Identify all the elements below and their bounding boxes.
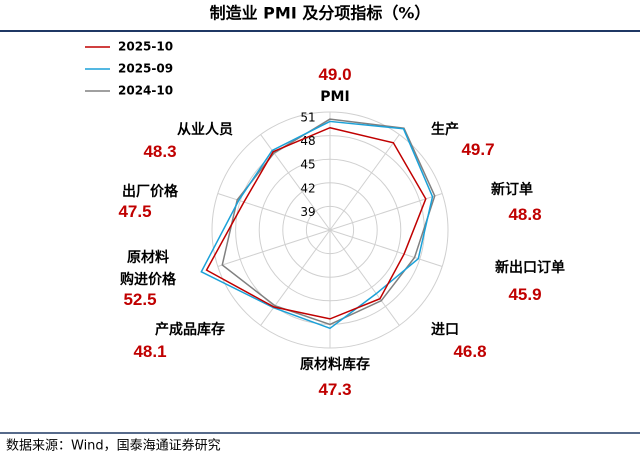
spoke [260, 229, 331, 326]
r-tick-label: 39 [300, 205, 315, 219]
category-label: 生产 [431, 122, 459, 138]
value-label: 48.8 [508, 205, 542, 224]
category-label: 从业人员 [177, 122, 233, 138]
value-label: 52.5 [123, 290, 157, 309]
value-label: 45.9 [508, 285, 542, 304]
spoke [329, 229, 443, 267]
r-tick-label: 48 [300, 134, 315, 148]
chart-title: 制造业 PMI 及分项指标（%） [210, 4, 431, 23]
spoke [260, 134, 331, 231]
r-tick-label: 51 [300, 111, 315, 125]
category-label: 新出口订单 [495, 260, 565, 276]
r-tick-label: 45 [300, 158, 315, 172]
value-label: 48.3 [143, 142, 177, 161]
category-label: 产成品库存 [155, 322, 225, 338]
series-line [200, 120, 434, 330]
value-label: 47.5 [118, 202, 152, 221]
spoke [329, 193, 443, 231]
source: 数据来源：Wind，国泰海通证券研究 [6, 438, 221, 454]
spoke [217, 193, 331, 231]
value-label: 49.0 [318, 65, 352, 84]
legend-label: 2024-10 [118, 84, 173, 98]
category-label: 出厂价格 [122, 184, 178, 200]
category-label: PMI [320, 89, 350, 105]
spoke [329, 134, 400, 231]
value-label: 49.7 [461, 140, 495, 159]
r-tick-label: 42 [300, 181, 315, 195]
value-label: 47.3 [318, 380, 352, 399]
category-label: 原材料库存 [300, 357, 370, 373]
category-label: 原材料 购进价格 [120, 250, 176, 288]
series-line [221, 118, 436, 326]
value-label: 48.1 [133, 342, 167, 361]
spoke [329, 229, 400, 326]
legend-label: 2025-09 [118, 62, 173, 76]
spoke [217, 229, 331, 267]
category-label: 新订单 [491, 182, 533, 198]
series-line [205, 126, 427, 320]
legend-label: 2025-10 [118, 40, 173, 54]
category-label: 进口 [431, 322, 459, 338]
value-label: 46.8 [453, 342, 487, 361]
